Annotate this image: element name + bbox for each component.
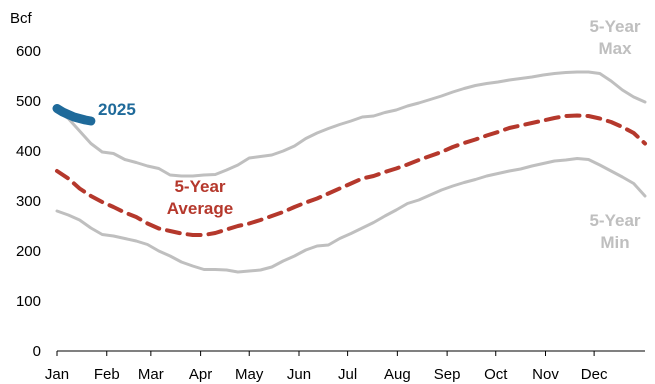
x-tick-label: Mar (138, 366, 164, 383)
series-label-5-year-max: 5-Year Max (589, 17, 640, 58)
series-label-5-year-average: 5-Year Average (167, 177, 233, 218)
x-tick-label: Jun (287, 366, 311, 383)
series-label-line: 5-Year (589, 17, 640, 36)
y-tick-label: 100 (16, 293, 41, 310)
series-label-2025: 2025 (98, 100, 136, 119)
series-line-2025 (52, 104, 96, 126)
series-line-5-year-average (55, 113, 647, 237)
series-line-5-year-min (55, 157, 647, 274)
y-tick-label: 500 (16, 93, 41, 110)
x-tick-label: Feb (94, 366, 120, 383)
axes: 0 100 200 300 400 500 600 Jan Feb Mar Apr May Jun Jul… (16, 43, 645, 383)
x-tick-label: Oct (484, 366, 508, 383)
y-axis-title: Bcf (10, 10, 33, 27)
series-layer (52, 70, 647, 274)
series-label-line: 2025 (98, 100, 136, 119)
series-label-line: Max (598, 39, 632, 58)
x-tick-label: Aug (384, 366, 411, 383)
x-tick-label: Jul (338, 366, 357, 383)
x-tick-label: Jan (45, 366, 69, 383)
x-tick-label: Nov (532, 366, 559, 383)
x-tick-label: May (235, 366, 264, 383)
y-tick-label: 600 (16, 43, 41, 60)
x-tick-label: Dec (581, 366, 608, 383)
y-tick-label: 400 (16, 143, 41, 160)
y-tick-label: 0 (33, 343, 41, 360)
x-tick-label: Sep (434, 366, 461, 383)
series-label-line: Min (600, 233, 629, 252)
series-labels: 5-Year Max 5-Year Average 5-Year Min 2025 (98, 17, 641, 252)
x-tick-label: Apr (189, 366, 212, 383)
series-line-5-year-max (55, 70, 647, 178)
y-tick-label: 200 (16, 243, 41, 260)
series-label-line: Average (167, 199, 233, 218)
series-label-line: 5-Year (589, 211, 640, 230)
series-label-line: 5-Year (174, 177, 225, 196)
y-tick-label: 300 (16, 193, 41, 210)
series-label-5-year-min: 5-Year Min (589, 211, 640, 252)
